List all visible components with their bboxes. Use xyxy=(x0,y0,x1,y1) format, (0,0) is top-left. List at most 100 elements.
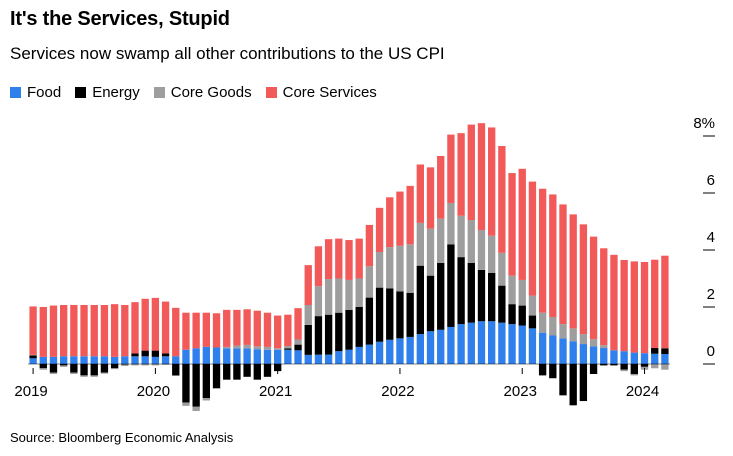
bar-core-goods-2023-03 xyxy=(538,312,547,333)
bar-core-services-2022-07 xyxy=(457,133,465,216)
bar-core-services-2022-09 xyxy=(477,123,486,231)
bar-core-goods-2022-05 xyxy=(437,218,445,263)
bar-energy-2023-11 xyxy=(620,364,628,370)
bar-food-2021-09 xyxy=(355,346,363,364)
bar-food-2023-05 xyxy=(559,338,567,364)
bar-food-2023-10 xyxy=(610,350,618,364)
bar-food-2020-09 xyxy=(233,348,241,364)
bar-food-2019-05 xyxy=(70,356,78,364)
bar-energy-2021-06 xyxy=(324,314,333,355)
bar-core-goods-2024-02 xyxy=(651,364,659,369)
bar-core-services-2022-05 xyxy=(437,155,445,219)
bar-energy-2019-06 xyxy=(80,364,88,376)
bar-core-services-2022-02 xyxy=(406,185,414,245)
bar-core-services-2021-11 xyxy=(375,207,384,252)
bar-energy-2024-02 xyxy=(651,348,659,354)
bar-core-goods-2019-09 xyxy=(110,368,119,370)
bar-energy-2020-10 xyxy=(243,364,251,377)
bar-food-2020-04 xyxy=(182,349,190,364)
bar-food-2019-02 xyxy=(39,356,47,365)
bar-core-services-2019-03 xyxy=(49,305,58,357)
bar-core-goods-2021-07 xyxy=(335,278,343,313)
legend-item-food: Food xyxy=(10,84,61,101)
bar-energy-2020-07 xyxy=(212,364,221,389)
bar-food-2021-12 xyxy=(386,339,394,364)
bar-energy-2024-03 xyxy=(661,348,669,355)
bar-energy-2023-01 xyxy=(518,305,526,326)
bar-core-services-2022-11 xyxy=(498,145,506,253)
bar-food-2019-04 xyxy=(60,356,68,364)
bar-core-services-2021-01 xyxy=(274,315,282,349)
bar-energy-2023-05 xyxy=(559,364,567,396)
bar-energy-2019-05 xyxy=(70,364,78,373)
bar-core-goods-2021-09 xyxy=(355,278,363,307)
bar-core-goods-2023-11 xyxy=(620,369,628,372)
bar-core-goods-2023-12 xyxy=(630,373,638,376)
bar-core-goods-2020-01 xyxy=(151,364,160,366)
bar-energy-2019-07 xyxy=(90,364,98,376)
bar-core-services-2019-05 xyxy=(70,305,78,357)
bar-energy-2022-12 xyxy=(508,304,516,325)
bars-group xyxy=(28,123,670,412)
bar-food-2021-02 xyxy=(284,349,292,364)
bar-food-2023-06 xyxy=(569,341,577,364)
bar-core-goods-2020-07 xyxy=(212,388,221,389)
bar-core-goods-2019-10 xyxy=(121,364,129,366)
bar-core-goods-2019-12 xyxy=(141,364,149,366)
bar-food-2020-11 xyxy=(253,349,261,364)
bar-core-services-2022-04 xyxy=(426,167,435,229)
bar-core-goods-2020-06 xyxy=(202,398,210,401)
bar-energy-2022-04 xyxy=(426,275,435,332)
bar-energy-2020-01 xyxy=(151,350,160,357)
bar-core-goods-2019-08 xyxy=(100,372,109,374)
bar-food-2022-05 xyxy=(437,329,445,364)
bar-core-services-2023-06 xyxy=(569,214,577,329)
bar-energy-2020-06 xyxy=(202,364,210,399)
bar-core-services-2019-01 xyxy=(29,306,37,355)
bar-food-2021-03 xyxy=(294,350,302,364)
bar-energy-2020-12 xyxy=(263,364,272,377)
bar-energy-2023-03 xyxy=(538,364,547,376)
bar-food-2021-11 xyxy=(375,341,384,364)
bar-energy-2022-08 xyxy=(467,262,475,323)
bar-core-services-2020-12 xyxy=(263,312,272,347)
y-tick-label-6: 6 xyxy=(707,172,715,189)
legend: Food Energy Core Goods Core Services xyxy=(10,84,391,101)
bar-food-2019-03 xyxy=(49,356,58,365)
y-tick-label-4: 4 xyxy=(707,229,715,246)
bar-core-goods-2020-10 xyxy=(243,344,251,349)
x-tick-label-2021: 2021 xyxy=(259,383,292,400)
bar-food-2022-01 xyxy=(396,338,404,364)
bar-energy-2021-08 xyxy=(345,309,353,350)
bar-core-goods-2021-04 xyxy=(304,305,312,325)
bar-food-2020-02 xyxy=(161,356,170,364)
bar-food-2022-11 xyxy=(498,322,506,364)
bar-core-goods-2023-04 xyxy=(549,316,557,336)
bar-core-services-2020-05 xyxy=(192,312,200,349)
bar-core-goods-2023-02 xyxy=(528,295,537,316)
bar-core-services-2020-06 xyxy=(202,312,210,347)
bar-core-services-2021-12 xyxy=(386,197,394,248)
bar-core-goods-2022-04 xyxy=(426,228,435,276)
bar-core-services-2024-01 xyxy=(640,261,649,354)
bar-food-2022-08 xyxy=(467,322,475,364)
bar-food-2020-07 xyxy=(212,347,221,364)
bar-core-goods-2019-04 xyxy=(60,365,68,367)
bar-core-goods-2023-05 xyxy=(559,324,567,339)
bar-core-services-2019-11 xyxy=(131,302,139,354)
bar-food-2022-07 xyxy=(457,324,465,364)
bar-food-2022-10 xyxy=(488,321,496,364)
bar-energy-2020-08 xyxy=(223,364,231,380)
bar-energy-2020-09 xyxy=(233,364,241,380)
bar-core-goods-2022-11 xyxy=(498,252,506,286)
bar-food-2023-08 xyxy=(589,346,598,364)
bar-food-2020-01 xyxy=(151,356,160,365)
bar-core-services-2019-07 xyxy=(90,305,98,357)
bar-food-2023-12 xyxy=(630,352,638,364)
bar-core-goods-2023-08 xyxy=(589,339,598,347)
bar-energy-2022-09 xyxy=(477,269,486,322)
bar-food-2022-06 xyxy=(447,326,455,364)
bar-core-services-2022-06 xyxy=(447,134,455,203)
bar-core-services-2021-06 xyxy=(324,239,333,280)
bar-energy-2021-04 xyxy=(304,324,312,355)
